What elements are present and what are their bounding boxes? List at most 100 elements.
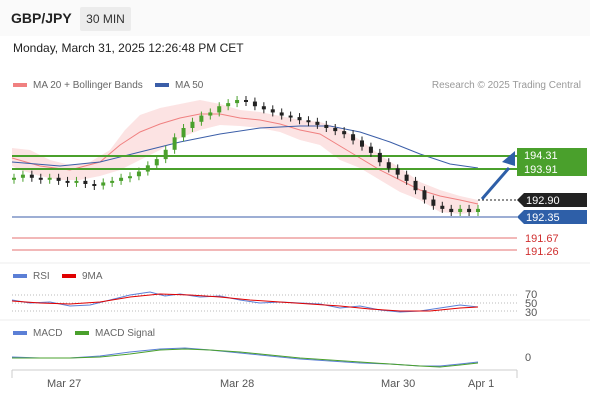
candle-body <box>476 208 480 212</box>
legend-macd-label: MACD <box>33 328 63 339</box>
candle-body <box>154 159 159 166</box>
candle-body <box>163 149 168 160</box>
x-tick-mar28: Mar 28 <box>220 378 254 390</box>
macd-line <box>11 347 479 367</box>
ma9-swatch <box>62 274 76 279</box>
candle-body <box>270 109 275 113</box>
legend-ma20: MA 20 + Bollinger Bands <box>13 80 143 91</box>
candles-group <box>12 96 480 216</box>
candle-body <box>306 120 311 123</box>
rsi-line <box>11 291 479 313</box>
candle-body <box>217 106 222 113</box>
candle-body <box>377 152 382 163</box>
candle-body <box>20 174 25 178</box>
badge-current-text: 192.90 <box>526 195 560 207</box>
legend-ma50-label: MA 50 <box>175 80 204 91</box>
candle-body <box>315 121 320 125</box>
symbol-title: GBP/JPY <box>11 10 72 26</box>
rsi-tick-70: 70 <box>525 289 537 301</box>
candle-body <box>252 101 257 107</box>
rsi-9ma-line <box>11 293 479 312</box>
header-bar: GBP/JPY 30 MIN <box>0 0 590 36</box>
legend-rsi: RSI <box>13 271 50 282</box>
candle-body <box>101 182 106 186</box>
candle-body <box>83 180 88 184</box>
badge-pivot <box>517 210 587 224</box>
badge-res1-text: 194.31 <box>524 150 558 162</box>
candle-body <box>395 168 400 175</box>
macd-tick-0: 0 <box>525 352 531 364</box>
candle-body <box>288 115 293 118</box>
candle-body <box>351 134 356 141</box>
candle-body <box>467 208 472 212</box>
legend-rsi-label: RSI <box>33 271 50 282</box>
macd-signal-line <box>12 348 479 368</box>
legend-ma50: MA 50 <box>155 80 203 91</box>
candle-body <box>199 115 204 122</box>
candle-body <box>422 190 427 200</box>
candle-body <box>324 124 329 128</box>
rsi-tick-50: 50 <box>525 298 537 310</box>
candle-body <box>413 180 418 191</box>
candle-body <box>360 140 364 147</box>
badge-res2 <box>517 162 587 176</box>
candle-body <box>172 137 177 150</box>
projection-arrowhead <box>502 151 515 166</box>
macd-swatch <box>13 331 27 336</box>
badge-current <box>517 193 587 207</box>
candle-body <box>92 184 97 186</box>
datetime-label: Monday, March 31, 2025 12:26:48 PM CET <box>13 41 244 55</box>
candle-body <box>190 121 195 128</box>
ma50-swatch <box>155 83 169 88</box>
label-sup1: 191.67 <box>525 233 559 245</box>
x-tick-mar30: Mar 30 <box>381 378 415 390</box>
candle-body <box>208 112 213 116</box>
candle-body <box>279 112 284 116</box>
candle-body <box>181 128 186 138</box>
legend-macd: MACD <box>13 328 62 339</box>
candle-body <box>235 100 240 104</box>
candle-body <box>47 177 52 180</box>
badge-res1 <box>517 148 587 162</box>
legend-9ma-label: 9MA <box>82 271 103 282</box>
candle-body <box>261 106 266 110</box>
x-tick-apr1: Apr 1 <box>468 378 494 390</box>
badge-pivot-text: 192.35 <box>526 212 560 224</box>
label-sup2: 191.26 <box>525 246 559 258</box>
legend-macd-signal-label: MACD Signal <box>95 328 156 339</box>
candle-body <box>29 174 34 178</box>
candle-body <box>56 177 61 181</box>
timeframe-badge[interactable]: 30 MIN <box>80 7 131 31</box>
candle-body <box>342 131 347 135</box>
ma50-line <box>11 125 479 169</box>
candle-body <box>368 146 373 153</box>
candle-body <box>333 128 338 132</box>
candle-body <box>386 162 391 169</box>
bollinger-band <box>12 100 478 214</box>
candle-body <box>145 165 150 172</box>
candle-body <box>12 177 16 180</box>
legend-9ma: 9MA <box>62 271 103 282</box>
candle-body <box>38 177 43 180</box>
candle-body <box>110 180 115 183</box>
candle-body <box>297 117 302 121</box>
legend-macd-signal: MACD Signal <box>75 328 155 339</box>
macd-signal-swatch <box>75 331 89 336</box>
projection-arrow <box>480 167 511 200</box>
candle-body <box>65 180 70 183</box>
research-credit: Research © 2025 Trading Central <box>431 80 581 91</box>
badge-res2-text: 193.91 <box>524 164 558 176</box>
legend-ma20-label: MA 20 + Bollinger Bands <box>33 80 143 91</box>
candle-body <box>74 180 79 183</box>
x-tick-mar27: Mar 27 <box>47 378 81 390</box>
candle-body <box>449 208 454 212</box>
candle-body <box>128 176 132 179</box>
candle-body <box>404 174 409 181</box>
rsi-swatch <box>13 274 27 279</box>
candle-body <box>226 103 231 107</box>
ma20-swatch <box>13 83 27 88</box>
candle-body <box>244 100 248 102</box>
candle-body <box>458 208 463 212</box>
candle-body <box>119 177 124 181</box>
